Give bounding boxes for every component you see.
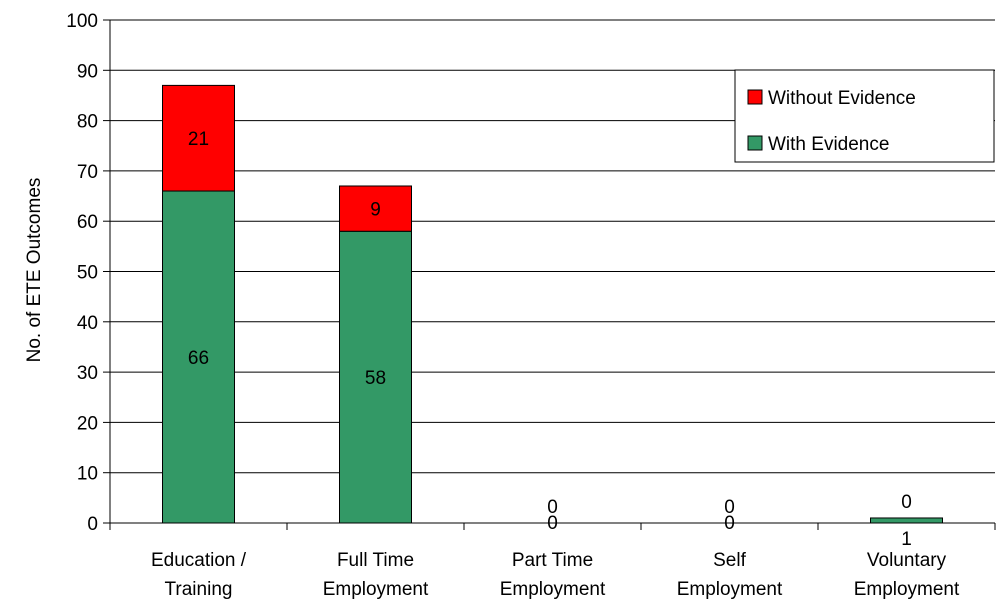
- x-tick-label: Employment: [500, 579, 606, 600]
- bar-segment: [162, 84, 235, 192]
- bar-segment: [870, 517, 943, 524]
- y-tick-label: 60: [77, 212, 98, 233]
- x-tick-label: Employment: [323, 579, 429, 600]
- data-label: 66: [188, 348, 209, 369]
- x-tick-label: Education /: [151, 550, 247, 571]
- legend-label: With Evidence: [768, 134, 889, 155]
- legend-swatch: [747, 89, 763, 105]
- legend-label: Without Evidence: [768, 88, 916, 109]
- bar-segment: [339, 185, 412, 232]
- data-label: 1: [901, 529, 912, 550]
- x-tick-label: Self: [713, 550, 746, 571]
- legend-box: [734, 69, 995, 163]
- y-tick-label: 0: [87, 514, 98, 535]
- data-label: 58: [365, 368, 386, 389]
- x-tick-label: Full Time: [337, 550, 414, 571]
- gridlines: [110, 19, 995, 474]
- y-tick-label: 40: [77, 313, 98, 334]
- y-tick-label: 20: [77, 413, 98, 434]
- y-tick-label: 90: [77, 61, 98, 82]
- y-tick-label: 10: [77, 464, 98, 485]
- x-tick-label: Part Time: [512, 550, 593, 571]
- x-tick-label: Voluntary: [867, 550, 947, 571]
- legend-swatch: [747, 135, 763, 151]
- axes: [103, 19, 996, 530]
- x-tick-label: Employment: [854, 579, 960, 600]
- x-tick-label: Training: [165, 579, 233, 600]
- data-label: 0: [547, 497, 558, 518]
- y-tick-label: 70: [77, 162, 98, 183]
- y-tick-label: 30: [77, 363, 98, 384]
- data-label: 0: [724, 497, 735, 518]
- y-axis-label: No. of ETE Outcomes: [24, 178, 45, 363]
- data-label: 0: [901, 492, 912, 513]
- y-tick-label: 50: [77, 263, 98, 284]
- data-label: 21: [188, 129, 209, 150]
- y-tick-label: 80: [77, 112, 98, 133]
- data-label: 9: [370, 200, 381, 221]
- x-tick-label: Employment: [677, 579, 783, 600]
- legend: Without Evidence With Evidence: [734, 69, 995, 163]
- y-tick-label: 100: [66, 11, 98, 32]
